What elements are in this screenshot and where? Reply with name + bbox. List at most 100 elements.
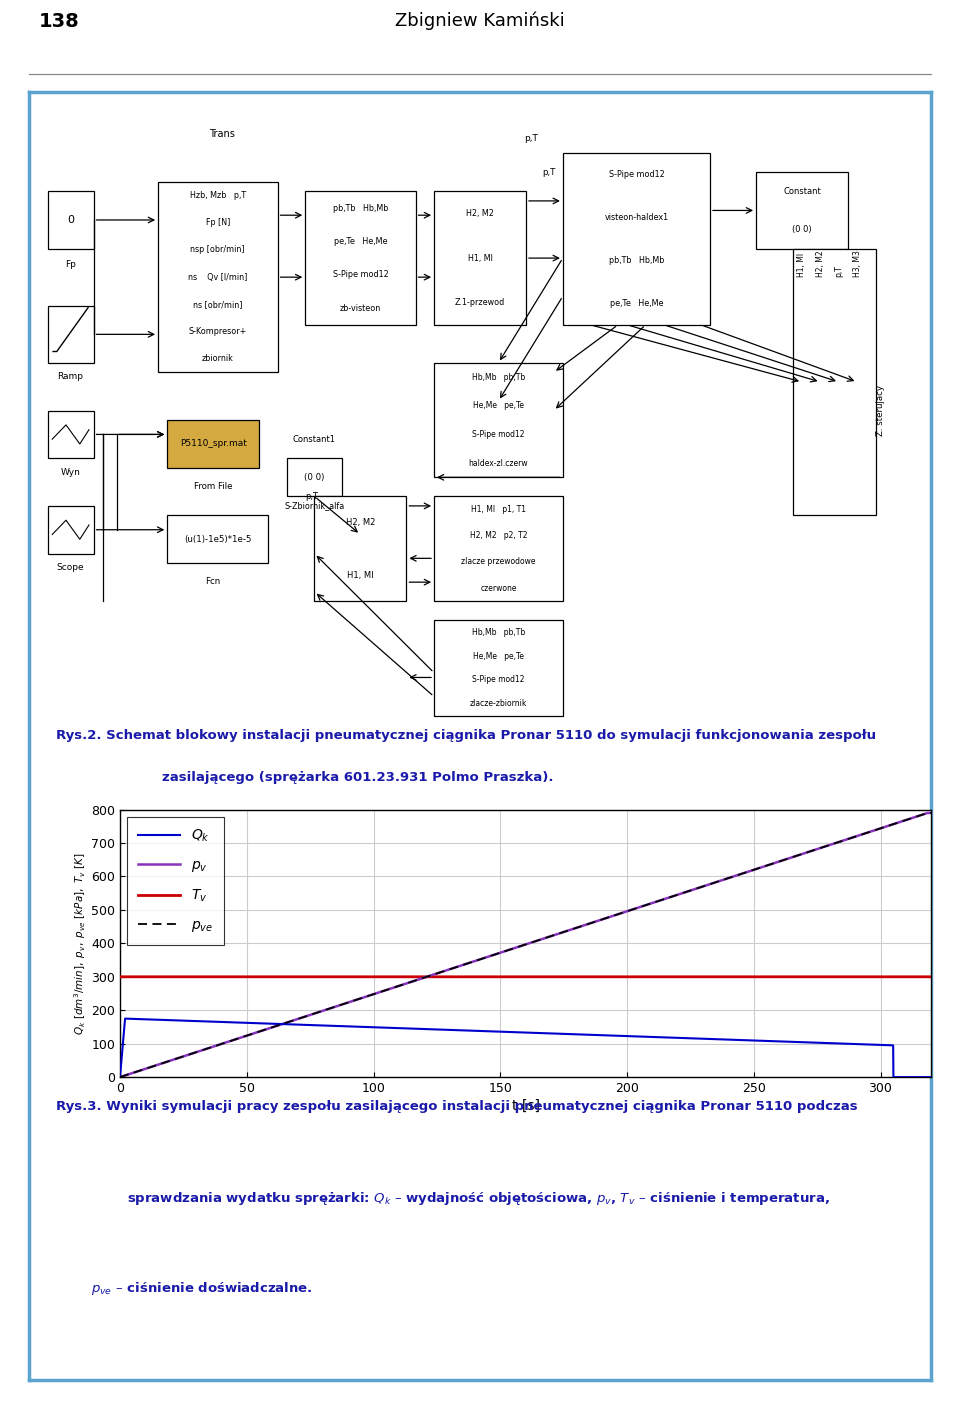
FancyBboxPatch shape <box>314 497 406 601</box>
$p_v$ <box>280 1014 292 1031</box>
Text: Rys.2. Schemat blokowy instalacji pneumatycznej ciągnika Pronar 5110 do symulacj: Rys.2. Schemat blokowy instalacji pneuma… <box>56 729 876 742</box>
Text: czerwone: czerwone <box>480 583 516 593</box>
$T_v$ <box>701 969 712 986</box>
Text: zlacze przewodowe: zlacze przewodowe <box>461 558 536 566</box>
Text: 138: 138 <box>38 11 79 31</box>
$T_v$ <box>925 969 937 986</box>
FancyBboxPatch shape <box>756 172 848 249</box>
$p_{ve}$ <box>701 877 712 894</box>
Text: p,T: p,T <box>542 168 556 177</box>
Text: haldex-zl.czerw: haldex-zl.czerw <box>468 459 528 467</box>
$Q_k$ <box>802 1033 813 1050</box>
Text: S-Pipe mod12: S-Pipe mod12 <box>472 429 525 439</box>
FancyBboxPatch shape <box>305 191 416 325</box>
Text: Hb,Mb   pb,Tb: Hb,Mb pb,Tb <box>471 373 525 382</box>
Text: From File: From File <box>194 482 232 491</box>
X-axis label: t [s]: t [s] <box>512 1100 540 1114</box>
$Q_k$ <box>630 1028 641 1045</box>
$p_v$ <box>701 877 712 894</box>
$p_v$ <box>916 807 927 824</box>
Text: Fcn: Fcn <box>205 577 221 586</box>
Text: nsp [obr/min]: nsp [obr/min] <box>190 245 245 255</box>
$p_{ve}$ <box>922 804 933 821</box>
$T_v$ <box>802 969 813 986</box>
FancyBboxPatch shape <box>563 153 710 325</box>
Text: pe,Te   He,Me: pe,Te He,Me <box>334 237 387 246</box>
Text: H1, MI: H1, MI <box>468 253 492 263</box>
$p_v$ <box>753 860 764 877</box>
FancyBboxPatch shape <box>48 411 93 458</box>
Text: S-Pipe mod12: S-Pipe mod12 <box>472 676 525 684</box>
Y-axis label: $Q_k\ [dm^3/min],\ p_v,\ p_{ve}\ [kPa],\ T_v\ [K]$: $Q_k\ [dm^3/min],\ p_v,\ p_{ve}\ [kPa],\… <box>73 852 88 1035</box>
Text: ns    Qv [l/min]: ns Qv [l/min] <box>188 273 248 282</box>
Text: He,Me   pe,Te: He,Me pe,Te <box>473 652 524 660</box>
Text: (0 0): (0 0) <box>304 473 324 482</box>
Text: sprawdzania wydatku sprężarki: $Q_k$ – wydajność objętościowa, $p_v$, $T_v$ – ci: sprawdzania wydatku sprężarki: $Q_k$ – w… <box>127 1190 829 1207</box>
Text: visteon-haldex1: visteon-haldex1 <box>605 213 668 222</box>
Text: p,T: p,T <box>834 265 843 277</box>
Text: S-Pipe mod12: S-Pipe mod12 <box>332 270 388 279</box>
Text: Rys.3. Wyniki symulacji pracy zespołu zasilającego instalacji pneumatycznej ciąg: Rys.3. Wyniki symulacji pracy zespołu za… <box>56 1100 857 1112</box>
FancyBboxPatch shape <box>434 363 563 477</box>
$T_v$ <box>753 969 764 986</box>
Text: S-Zbiornik_alfa: S-Zbiornik_alfa <box>284 501 345 510</box>
Line: $p_v$: $p_v$ <box>120 812 931 1077</box>
Text: Wyn: Wyn <box>60 467 81 477</box>
FancyBboxPatch shape <box>167 420 259 467</box>
Text: Fp: Fp <box>65 260 76 269</box>
Text: S-Pipe mod12: S-Pipe mod12 <box>609 170 664 179</box>
$p_{ve}$ <box>114 1069 126 1086</box>
Text: Scope: Scope <box>57 563 84 572</box>
FancyBboxPatch shape <box>287 458 342 497</box>
$T_v$ <box>630 969 641 986</box>
Text: H2, M2: H2, M2 <box>816 251 825 277</box>
Text: p,T: p,T <box>305 491 318 501</box>
Text: P5110_spr.mat: P5110_spr.mat <box>180 439 247 449</box>
Text: H1, MI: H1, MI <box>798 253 806 277</box>
Text: zlacze-zbiornik: zlacze-zbiornik <box>469 700 527 708</box>
$p_v$ <box>802 843 813 860</box>
Text: Constant1: Constant1 <box>293 435 336 444</box>
Text: pb,Tb   Hb,Mb: pb,Tb Hb,Mb <box>333 204 388 213</box>
Text: Trans: Trans <box>209 130 235 139</box>
FancyBboxPatch shape <box>48 505 93 553</box>
Text: Fp [N]: Fp [N] <box>205 218 230 227</box>
FancyBboxPatch shape <box>434 621 563 715</box>
FancyBboxPatch shape <box>434 191 526 325</box>
$p_{ve}$ <box>802 843 813 860</box>
$p_{ve}$ <box>916 807 927 824</box>
$Q_k$ <box>925 1069 937 1086</box>
$p_{ve}$ <box>753 860 764 877</box>
Text: Ramp: Ramp <box>58 373 84 382</box>
FancyBboxPatch shape <box>793 249 876 515</box>
$p_v$ <box>114 1069 126 1086</box>
Text: He,Me   pe,Te: He,Me pe,Te <box>473 401 524 410</box>
Text: pb,Tb   Hb,Mb: pb,Tb Hb,Mb <box>609 256 664 265</box>
Text: 0: 0 <box>67 215 74 225</box>
$p_v$ <box>922 804 933 821</box>
Text: p,T: p,T <box>523 134 538 144</box>
Text: H2, M2: H2, M2 <box>346 518 375 527</box>
Line: $Q_k$: $Q_k$ <box>120 1018 931 1077</box>
$Q_k$ <box>917 1069 928 1086</box>
$p_{ve}$ <box>280 1014 292 1031</box>
$Q_k$ <box>280 1015 292 1032</box>
$Q_k$ <box>753 1032 764 1049</box>
$T_v$ <box>114 969 126 986</box>
FancyBboxPatch shape <box>167 515 269 563</box>
$Q_k$ <box>114 1069 126 1086</box>
FancyBboxPatch shape <box>434 497 563 601</box>
Text: H3, M3: H3, M3 <box>852 251 862 277</box>
Legend: $Q_k$, $p_v$, $T_v$, $p_{ve}$: $Q_k$, $p_v$, $T_v$, $p_{ve}$ <box>127 817 224 945</box>
FancyBboxPatch shape <box>48 306 93 363</box>
$T_v$ <box>916 969 927 986</box>
Text: $p_{ve}$ – ciśnienie doświadczalne.: $p_{ve}$ – ciśnienie doświadczalne. <box>91 1280 313 1297</box>
Text: Z.1-przewod: Z.1-przewod <box>455 298 505 307</box>
Text: H1, MI   p1, T1: H1, MI p1, T1 <box>471 505 526 514</box>
$p_{ve}$ <box>630 900 641 917</box>
Line: $p_{ve}$: $p_{ve}$ <box>120 812 931 1077</box>
Text: Z. sterujacy: Z. sterujacy <box>876 386 885 436</box>
$p_v$ <box>925 804 937 821</box>
Text: Hzb, Mzb   p,T: Hzb, Mzb p,T <box>190 191 246 200</box>
FancyBboxPatch shape <box>48 191 93 249</box>
